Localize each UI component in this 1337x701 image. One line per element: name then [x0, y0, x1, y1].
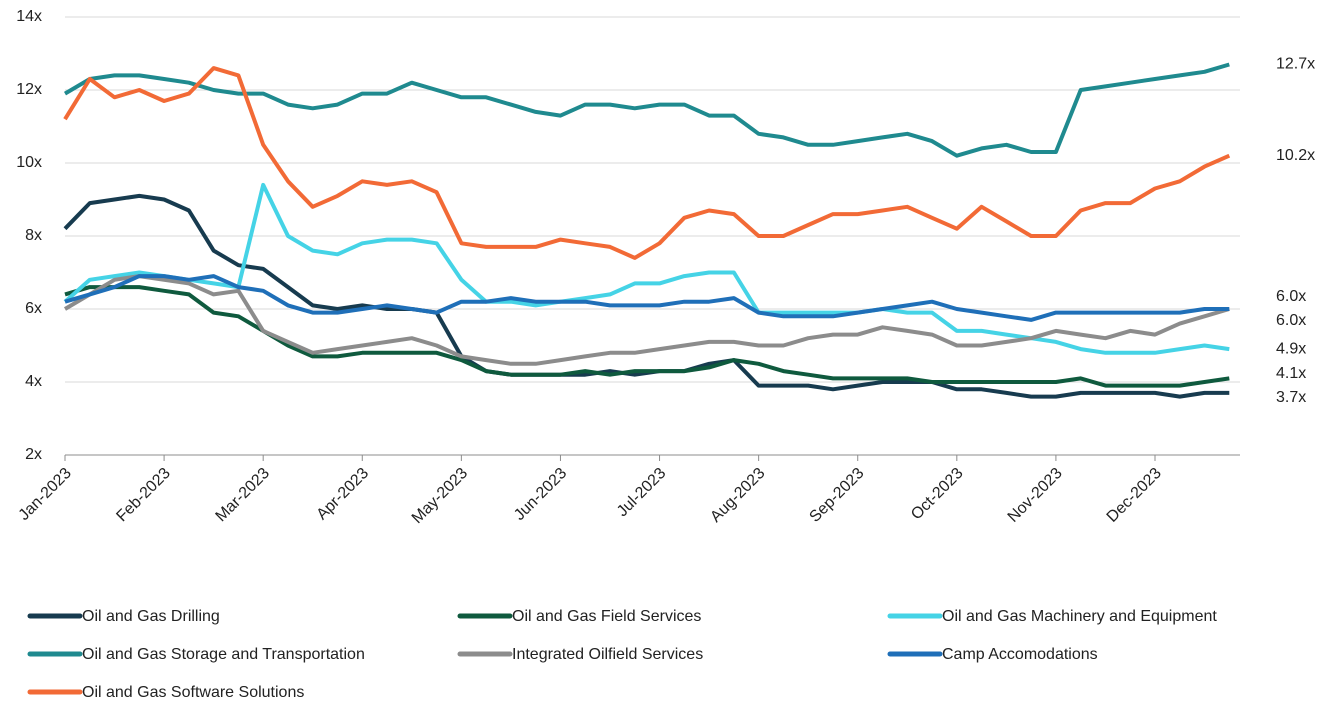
legend-item: Oil and Gas Storage and Transportation: [27, 646, 365, 663]
series-line: [63, 182, 1230, 355]
end-label: 6.0x: [1276, 288, 1306, 305]
legend-item: Integrated Oilfield Services: [457, 646, 703, 663]
x-tick-label: Jul-2023: [614, 465, 670, 521]
y-tick-label: 6x: [25, 300, 42, 317]
series-line: [64, 274, 1230, 322]
x-tick-label: Dec-2023: [1104, 465, 1165, 526]
y-tick-label: 2x: [25, 446, 42, 463]
y-tick-label: 4x: [25, 373, 42, 390]
end-label: 12.7x: [1276, 56, 1315, 73]
end-label: 10.2x: [1276, 147, 1315, 164]
legend-item: Oil and Gas Machinery and Equipment: [887, 608, 1217, 625]
end-label: 6.0x: [1276, 312, 1306, 329]
x-tick-label: Oct-2023: [908, 465, 967, 524]
y-tick-label: 14x: [16, 8, 42, 25]
legend-label: Oil and Gas Field Services: [512, 608, 701, 625]
legend-item: Oil and Gas Drilling: [27, 608, 220, 625]
series-line: [64, 285, 1230, 388]
y-tick-label: 12x: [16, 81, 42, 98]
series-line: [63, 274, 1230, 366]
y-tick-label: 8x: [25, 227, 42, 244]
x-tick-label: Sep-2023: [806, 465, 867, 526]
x-tick-label: Jan-2023: [16, 465, 75, 524]
series-line: [63, 62, 1230, 158]
x-tick-label: Nov-2023: [1005, 465, 1066, 526]
legend-item: Oil and Gas Software Solutions: [27, 684, 304, 701]
legend-label: Oil and Gas Storage and Transportation: [82, 646, 365, 663]
legend-label: Oil and Gas Machinery and Equipment: [942, 608, 1217, 625]
legend-label: Camp Accomodations: [942, 646, 1098, 663]
x-tick-label: Jun-2023: [511, 465, 570, 524]
x-tick-label: Aug-2023: [707, 465, 768, 526]
x-tick-label: Feb-2023: [113, 465, 174, 526]
end-label: 3.7x: [1276, 389, 1306, 406]
series-line: [63, 66, 1231, 260]
x-tick-label: Mar-2023: [213, 465, 274, 526]
x-tick-label: Apr-2023: [314, 465, 373, 524]
legend-label: Integrated Oilfield Services: [512, 646, 703, 663]
x-tick-label: May-2023: [409, 465, 471, 527]
y-tick-label: 10x: [16, 154, 42, 171]
end-label: 4.1x: [1276, 365, 1306, 382]
legend-item: Oil and Gas Field Services: [457, 608, 701, 625]
legend-label: Oil and Gas Drilling: [82, 608, 220, 625]
legend-item: Camp Accomodations: [887, 646, 1098, 663]
end-label: 4.9x: [1276, 340, 1306, 357]
legend-label: Oil and Gas Software Solutions: [82, 684, 304, 701]
